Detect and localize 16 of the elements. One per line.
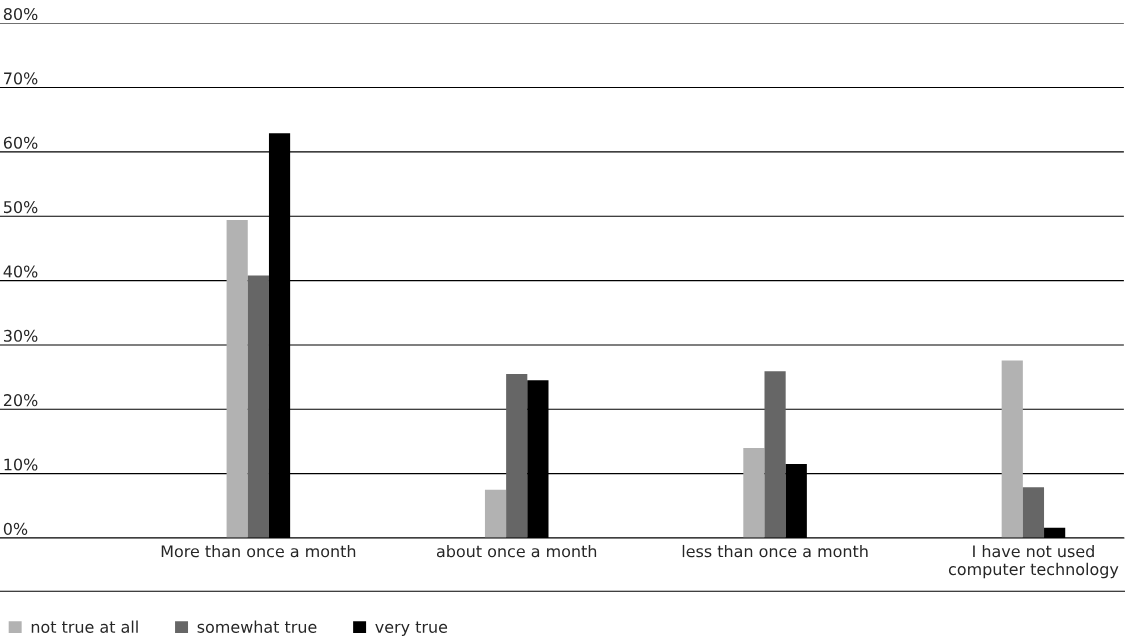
x-tick-label: I have not used computer technology bbox=[948, 544, 1119, 579]
y-tick-label: 40% bbox=[3, 265, 38, 278]
y-tick-label: 10% bbox=[4, 458, 38, 471]
y-tick-label: 20% bbox=[3, 394, 38, 407]
legend-label: not true at all bbox=[31, 620, 138, 633]
x-tick-label: less than once a month bbox=[682, 544, 868, 558]
y-tick-label: 0% bbox=[3, 522, 28, 535]
legend-label: somewhat true bbox=[197, 620, 317, 633]
y-tick-label: 60% bbox=[3, 136, 38, 149]
x-tick-label: More than once a month bbox=[161, 544, 356, 558]
y-tick-label: 80% bbox=[3, 8, 38, 21]
x-tick-label: about once a month bbox=[436, 544, 597, 558]
legend-label: very true bbox=[375, 621, 448, 637]
y-tick-label: 30% bbox=[4, 329, 38, 342]
y-tick-label: 70% bbox=[4, 72, 38, 85]
y-tick-label: 50% bbox=[4, 201, 38, 214]
